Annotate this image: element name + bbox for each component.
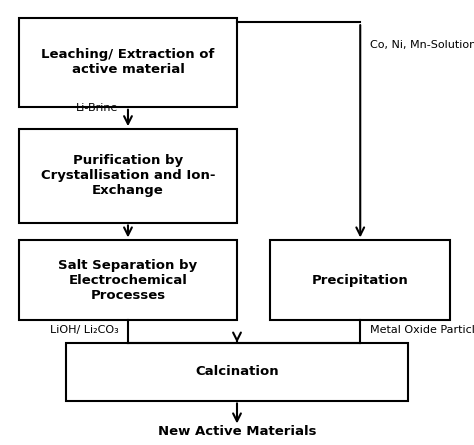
Text: Leaching/ Extraction of
active material: Leaching/ Extraction of active material xyxy=(41,49,215,76)
Text: Metal Oxide Particles: Metal Oxide Particles xyxy=(370,325,474,335)
Text: Precipitation: Precipitation xyxy=(312,274,409,287)
Text: Co, Ni, Mn-Solution: Co, Ni, Mn-Solution xyxy=(370,40,474,49)
FancyBboxPatch shape xyxy=(66,343,408,401)
Text: New Active Materials: New Active Materials xyxy=(158,425,316,438)
Text: Calcination: Calcination xyxy=(195,365,279,378)
Text: Li-Brine: Li-Brine xyxy=(76,104,118,113)
Text: Purification by
Crystallisation and Ion-
Exchange: Purification by Crystallisation and Ion-… xyxy=(41,154,215,197)
FancyBboxPatch shape xyxy=(19,129,237,222)
Text: LiOH/ Li₂CO₃: LiOH/ Li₂CO₃ xyxy=(50,325,118,335)
FancyBboxPatch shape xyxy=(270,240,450,320)
Text: Salt Separation by
Electrochemical
Processes: Salt Separation by Electrochemical Proce… xyxy=(58,259,198,302)
FancyBboxPatch shape xyxy=(19,240,237,320)
FancyBboxPatch shape xyxy=(19,18,237,107)
